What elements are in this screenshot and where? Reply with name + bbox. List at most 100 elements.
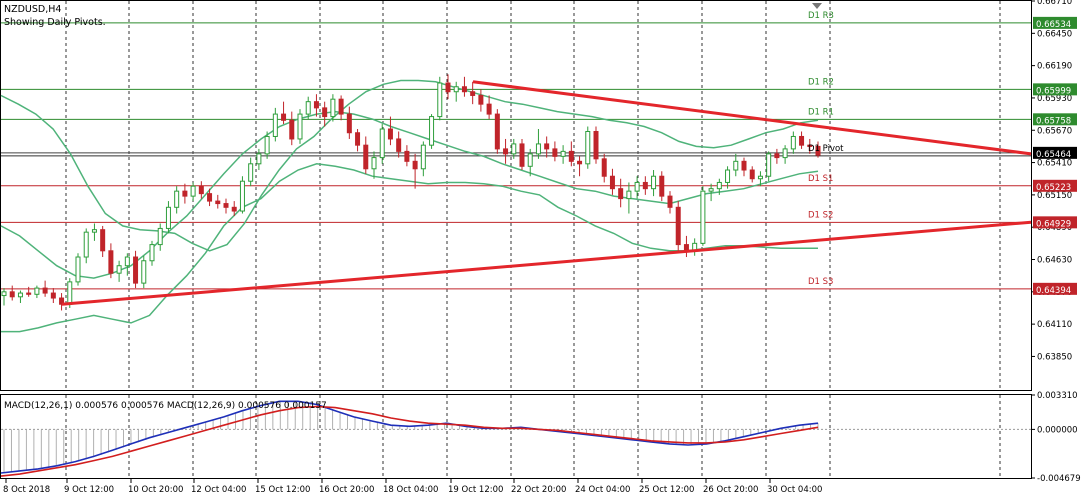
candle-body (437, 82, 443, 118)
price-tick-label: 0.65150 (1037, 191, 1072, 201)
pivot-price-tag-text: 0.64394 (1036, 286, 1071, 296)
candle-body (371, 157, 377, 170)
macd-tick-label: 0.003310 (1037, 391, 1078, 401)
pivot-price-tag-text: 0.65758 (1036, 116, 1071, 126)
main-pane-frame (0, 0, 1032, 391)
candle-body (667, 195, 673, 208)
price-tick-label: 0.66710 (1037, 0, 1072, 7)
macd-main-line (0, 400, 819, 474)
macd-tick-label: -0.004679 (1037, 474, 1081, 484)
candle-body (363, 144, 369, 170)
pivot-label: D1 Pivot (808, 144, 844, 154)
bollinger-bands (0, 79, 819, 333)
pivot-price-tag (1033, 113, 1077, 126)
candle-body (239, 180, 245, 212)
candle-body (453, 86, 459, 93)
candle-body (749, 169, 755, 180)
candle-body (634, 181, 640, 192)
pivot-price-tag (1033, 282, 1077, 295)
macd-pane-frame (0, 394, 1032, 479)
candle-body (133, 256, 139, 284)
candle-body (396, 138, 402, 152)
candle-body (223, 203, 229, 208)
time-tick-label: 12 Oct 04:00 (191, 485, 246, 495)
candle-body (790, 135, 796, 150)
candle-body (338, 98, 344, 115)
candle-body (387, 128, 393, 140)
candle-body (585, 130, 591, 165)
resistance-trendline (472, 80, 1032, 156)
candle-body (26, 292, 32, 295)
pivot-label: D1 R1 (808, 107, 834, 117)
last-price-tag-text: 0.65464 (1036, 150, 1071, 160)
candle-body (91, 229, 97, 233)
candle-body (618, 188, 624, 200)
candle-body (108, 250, 114, 274)
pivot-price-tag (1033, 16, 1077, 29)
candle-body (535, 143, 541, 155)
candle-body (519, 143, 525, 167)
candle-body (503, 148, 509, 155)
candle-body (716, 181, 722, 190)
pivot-price-tag-text: 0.66534 (1036, 20, 1071, 30)
candle-body (577, 160, 583, 165)
candle-body (190, 185, 196, 197)
pivot-lines (1, 22, 1031, 290)
price-tags: 0.66534 0.65999 0.65758 0.65223 0.64929 0.643… (1033, 16, 1077, 296)
candle-body (815, 145, 821, 156)
candle-body (708, 188, 714, 192)
candle-body (486, 103, 492, 115)
candle-body (1, 291, 7, 297)
candle-body (651, 175, 657, 190)
price-tick-label: 0.66190 (1037, 62, 1072, 72)
candle-body (733, 160, 739, 171)
candle-body (59, 297, 65, 305)
candle-body (725, 169, 731, 183)
time-tick-label: 18 Oct 04:00 (383, 485, 438, 495)
candle-body (149, 244, 155, 262)
candle-body (470, 91, 476, 96)
candle-body (75, 256, 81, 283)
trendlines (61, 80, 1032, 306)
candle-body (799, 135, 805, 146)
candle-body (67, 281, 73, 305)
candle-body (552, 148, 558, 157)
time-tick-label: 24 Oct 04:00 (575, 485, 630, 495)
last-price-tag (1033, 146, 1077, 159)
candle-body (404, 150, 410, 162)
candle-body (346, 113, 352, 134)
candle-body (322, 107, 328, 118)
candle-body (609, 175, 615, 190)
time-tick-label: 10 Oct 20:00 (128, 485, 183, 495)
time-tick-label: 16 Oct 20:00 (319, 485, 374, 495)
candle-body (420, 144, 426, 170)
candle-body (281, 113, 287, 121)
candle-body (157, 227, 163, 246)
price-tick-label: 0.66450 (1037, 29, 1072, 39)
candle-body (207, 193, 213, 202)
macd-label: MACD(12,26,1) 0.000576 0.000576 MACD(12,… (4, 401, 327, 411)
time-axis: 8 Oct 2018 9 Oct 12:00 10 Oct 20:00 12 Oct … (3, 479, 822, 495)
price-tick-label: 0.64630 (1037, 256, 1072, 266)
candle-body (782, 148, 788, 159)
candle-body (379, 128, 385, 159)
price-tick-label: 0.64110 (1037, 320, 1072, 330)
pivot-labels: D1 R3 D1 R2 D1 R1 D1 Pivot D1 S1 D1 S2 D1 S3 (808, 11, 844, 287)
time-tick-label: 19 Oct 12:00 (448, 485, 503, 495)
macd-indicator: 0.003310 0.000000 -0.004679 (0, 391, 1081, 484)
candle-body (511, 143, 517, 155)
price-tick-label: 0.65670 (1037, 126, 1072, 136)
pivot-price-tag (1033, 216, 1077, 229)
candle-body (429, 116, 435, 146)
candle-body (700, 190, 706, 244)
candle-body (313, 101, 319, 109)
bollinger-upper-band (0, 79, 819, 252)
candle-body (248, 163, 254, 182)
candle-body (165, 206, 171, 229)
chart-shift-marker-icon[interactable] (812, 3, 822, 9)
candle-body (601, 158, 607, 177)
price-tick-label: 0.65930 (1037, 94, 1072, 104)
candle-body (305, 101, 311, 115)
